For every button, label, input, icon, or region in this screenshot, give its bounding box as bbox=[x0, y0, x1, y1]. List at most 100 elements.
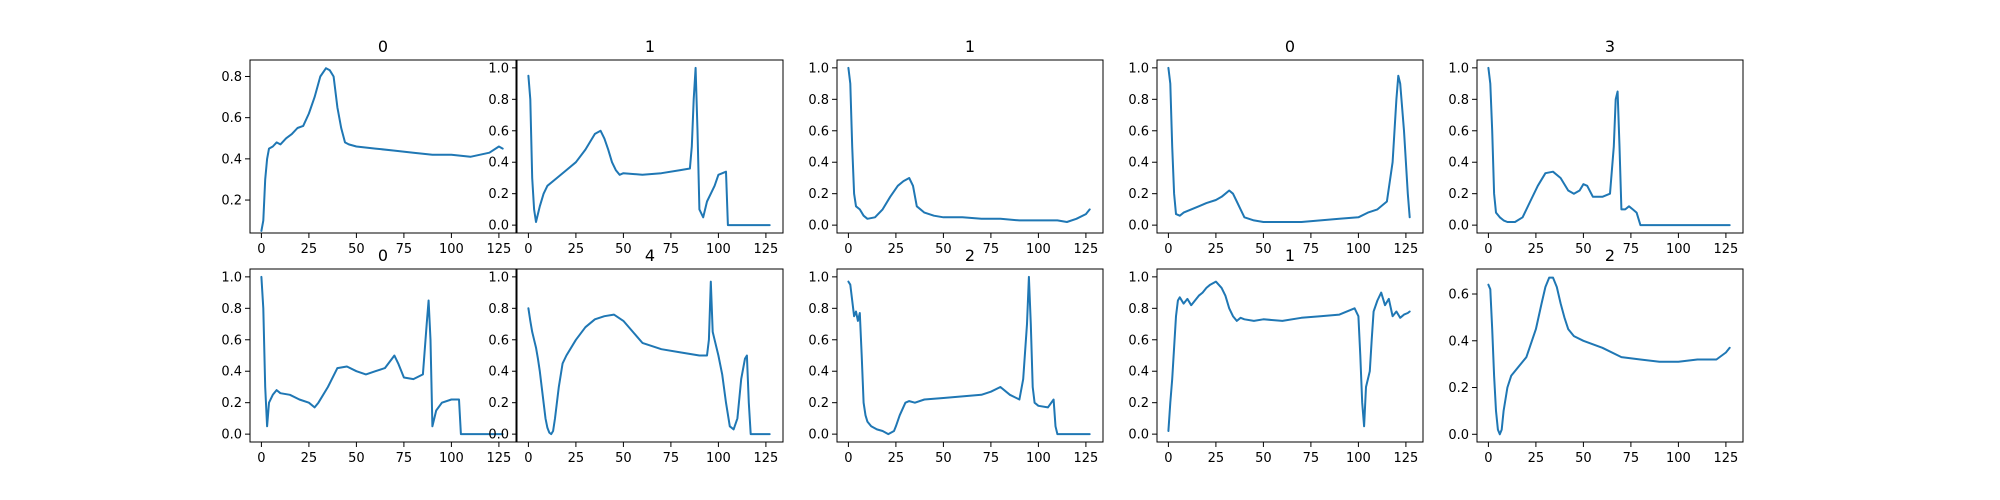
axes-frame bbox=[516, 59, 784, 234]
series-line bbox=[1487, 66, 1731, 227]
y-tick-label: 0.2 bbox=[808, 187, 829, 202]
y-tick-label: 0.6 bbox=[488, 124, 509, 139]
x-tick-label: 75 bbox=[663, 242, 680, 257]
axes-frame bbox=[836, 59, 1104, 234]
x-tick-label: 125 bbox=[1393, 242, 1418, 257]
y-tick-label: 0.0 bbox=[1448, 428, 1469, 443]
x-tick-label: 50 bbox=[1575, 451, 1592, 466]
x-tick-label: 75 bbox=[1623, 451, 1640, 466]
y-tick-label: 0.4 bbox=[488, 365, 509, 380]
axes-frame bbox=[836, 268, 1104, 443]
x-tick-label: 100 bbox=[1026, 242, 1051, 257]
y-tick-label: 0.0 bbox=[808, 219, 829, 234]
subplot-3: 1 0 25 50 75 100 125 0.0 0.2 0.4 0.6 0.8 1.0 bbox=[808, 37, 1104, 257]
y-tick-label: 0.4 bbox=[1448, 156, 1469, 171]
x-tick-label: 50 bbox=[348, 451, 365, 466]
x-tick-label: 50 bbox=[348, 242, 365, 257]
y-tick-label: 0.8 bbox=[808, 93, 829, 108]
x-tick-label: 75 bbox=[1303, 451, 1320, 466]
subplot-title: 0 bbox=[378, 246, 388, 265]
x-tick-label: 125 bbox=[1073, 242, 1098, 257]
x-tick-label: 50 bbox=[1255, 242, 1272, 257]
series-line bbox=[527, 280, 771, 436]
y-tick-label: 1.0 bbox=[1128, 270, 1149, 285]
subplot-title: 2 bbox=[1605, 246, 1615, 265]
x-tick-label: 100 bbox=[1346, 242, 1371, 257]
y-tick-label: 1.0 bbox=[1448, 61, 1469, 76]
x-tick-label: 25 bbox=[1208, 451, 1225, 466]
y-tick-label: 0.8 bbox=[1448, 93, 1469, 108]
y-tick-label: 0.6 bbox=[1128, 333, 1149, 348]
x-tick-label: 25 bbox=[888, 242, 905, 257]
x-tick-label: 0 bbox=[257, 242, 265, 257]
y-tick-label: 1.0 bbox=[488, 270, 509, 285]
y-tick-label: 0.2 bbox=[1128, 187, 1149, 202]
y-tick-label: 0.0 bbox=[488, 219, 509, 234]
subplot-title: 3 bbox=[1605, 37, 1615, 56]
series-line bbox=[1487, 276, 1731, 436]
y-tick-label: 0.4 bbox=[221, 365, 242, 380]
subplot-title: 1 bbox=[645, 37, 655, 56]
y-tick-label: 0.8 bbox=[1128, 302, 1149, 317]
y-tick-label: 0.6 bbox=[221, 333, 242, 348]
x-tick-label: 25 bbox=[1208, 242, 1225, 257]
subplot-8: 2 0 25 50 75 100 125 0.0 0.2 0.4 0.6 0.8 1.0 bbox=[808, 246, 1104, 466]
subplot-title: 1 bbox=[1285, 246, 1295, 265]
subplot-title: 2 bbox=[965, 246, 975, 265]
x-tick-label: 125 bbox=[1713, 242, 1738, 257]
x-tick-label: 75 bbox=[983, 451, 1000, 466]
y-tick-label: 0.8 bbox=[221, 70, 242, 85]
subplot-1: 0 0 25 50 75 100 125 0.2 0.4 0.6 0.8 bbox=[221, 37, 517, 257]
y-tick-label: 0.4 bbox=[221, 152, 242, 167]
x-tick-label: 100 bbox=[1666, 242, 1691, 257]
axes-frame bbox=[249, 59, 517, 234]
subplot-4: 0 0 25 50 75 100 125 0.0 0.2 0.4 0.6 0.8 1.0 bbox=[1128, 37, 1424, 257]
axes-frame bbox=[516, 268, 784, 443]
series-line bbox=[1167, 66, 1411, 223]
x-tick-label: 125 bbox=[753, 451, 778, 466]
x-tick-label: 0 bbox=[1164, 242, 1172, 257]
subplot-title: 1 bbox=[965, 37, 975, 56]
subplot-9: 1 0 25 50 75 100 125 0.0 0.2 0.4 0.6 0.8 1.0 bbox=[1128, 246, 1424, 466]
y-tick-label: 1.0 bbox=[808, 61, 829, 76]
series-line bbox=[847, 66, 1091, 223]
x-tick-label: 100 bbox=[1346, 451, 1371, 466]
x-tick-label: 50 bbox=[615, 451, 632, 466]
x-tick-label: 0 bbox=[524, 451, 532, 466]
x-tick-label: 125 bbox=[753, 242, 778, 257]
subplot-title: 0 bbox=[1285, 37, 1295, 56]
y-tick-label: 0.0 bbox=[1128, 428, 1149, 443]
x-tick-label: 0 bbox=[257, 451, 265, 466]
series-line bbox=[1167, 280, 1411, 432]
x-tick-label: 50 bbox=[935, 242, 952, 257]
x-tick-label: 100 bbox=[1026, 451, 1051, 466]
y-tick-label: 0.2 bbox=[488, 187, 509, 202]
x-tick-label: 0 bbox=[524, 242, 532, 257]
series-line bbox=[260, 275, 504, 436]
subplot-2: 1 0 25 50 75 100 125 0.0 0.2 0.4 0.6 0.8 1.0 bbox=[488, 37, 784, 257]
y-tick-label: 0.4 bbox=[808, 156, 829, 171]
x-tick-label: 0 bbox=[844, 451, 852, 466]
y-tick-label: 0.2 bbox=[221, 194, 242, 209]
subplot-10: 2 0 25 50 75 100 125 0.0 0.2 0.4 0.6 bbox=[1448, 246, 1744, 466]
y-tick-label: 0.2 bbox=[488, 396, 509, 411]
y-tick-label: 1.0 bbox=[1128, 61, 1149, 76]
y-tick-label: 0.2 bbox=[1128, 396, 1149, 411]
series-line bbox=[260, 67, 504, 232]
x-tick-label: 50 bbox=[1575, 242, 1592, 257]
y-tick-label: 0.0 bbox=[1128, 219, 1149, 234]
x-tick-label: 125 bbox=[1073, 451, 1098, 466]
y-tick-label: 0.6 bbox=[808, 333, 829, 348]
x-tick-label: 75 bbox=[396, 242, 413, 257]
y-tick-label: 1.0 bbox=[488, 61, 509, 76]
y-tick-label: 0.6 bbox=[1128, 124, 1149, 139]
x-tick-label: 0 bbox=[1164, 451, 1172, 466]
x-tick-label: 125 bbox=[1393, 451, 1418, 466]
x-tick-label: 50 bbox=[935, 451, 952, 466]
y-tick-label: 0.0 bbox=[221, 428, 242, 443]
x-tick-label: 75 bbox=[396, 451, 413, 466]
y-tick-label: 0.4 bbox=[488, 156, 509, 171]
x-tick-label: 75 bbox=[663, 451, 680, 466]
subplot-6: 0 0 25 50 75 100 125 0.0 0.2 0.4 0.6 0.8 1.0 bbox=[221, 246, 517, 466]
